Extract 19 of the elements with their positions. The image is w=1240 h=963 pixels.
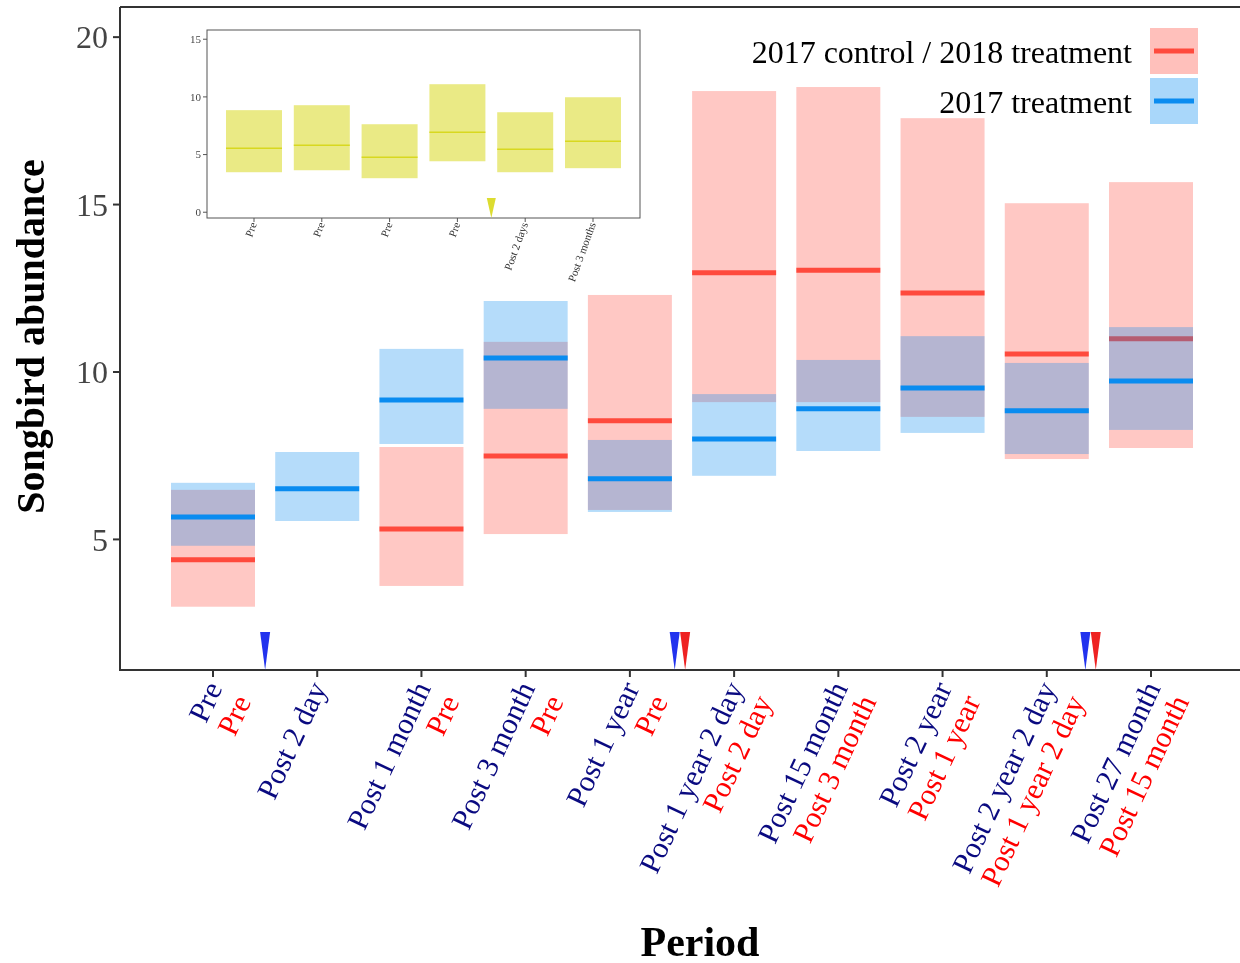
- x-tick-label: Pre: [310, 220, 327, 239]
- y-tick-label: 15: [76, 186, 108, 223]
- x-tick-label: Pre: [378, 220, 395, 239]
- y-tick-label: 15: [190, 33, 202, 46]
- x-tick-label: Post 3 months: [565, 220, 598, 284]
- legend-label: 2017 control / 2018 treatment: [751, 34, 1133, 71]
- x-tick-label: Post 2 days: [501, 220, 531, 272]
- y-axis-title: Songbird abundance: [8, 159, 53, 514]
- legend-label: 2017 treatment: [939, 84, 1133, 121]
- x-tick-label: Pre: [445, 220, 463, 239]
- y-tick-label: 10: [76, 354, 108, 391]
- y-tick-label: 5: [195, 148, 202, 161]
- y-tick-label: 0: [195, 206, 202, 219]
- y-tick-label: 20: [76, 19, 108, 56]
- x-axis-title: Period: [640, 919, 760, 963]
- x-tick-label: Pre Pre: [181, 676, 257, 741]
- y-tick-label: 10: [190, 90, 202, 103]
- x-tick-label: Pre: [242, 220, 259, 239]
- y-tick-label: 5: [92, 521, 108, 558]
